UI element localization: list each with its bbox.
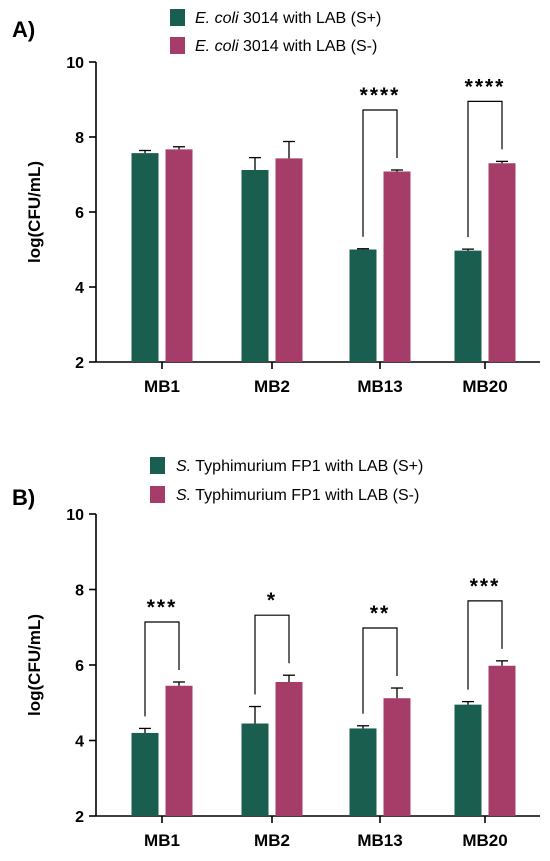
panel-b-sig-label-mb20: *** [470, 575, 501, 598]
panel-b-legend-swatch-0 [150, 457, 165, 474]
panel-a-sig-bracket-mb20 [467, 100, 503, 238]
panel-a-sig-label-mb20: **** [465, 75, 506, 98]
panel-b-sig-label-mb2: * [267, 589, 277, 612]
panel-b-bar-mb20-s0 [454, 704, 482, 816]
panel-a-sig-label-mb13: **** [360, 84, 401, 107]
panel-a-bar-mb13-s1 [383, 171, 411, 362]
panel-a-bar-mb2-s1 [275, 158, 303, 362]
panel-a-legend-swatch-0 [170, 9, 185, 26]
panel-b-y-tick-label-3: 8 [75, 583, 84, 600]
panel-a-y-tick-label-1: 4 [75, 280, 84, 297]
panel-b-x-tick-label-mb1: MB1 [144, 831, 180, 850]
panel-b-label: B) [12, 485, 35, 510]
panel-b-legend-entry-0: S. Typhimurium FP1 with LAB (S+) [176, 458, 423, 475]
panel-b-bar-mb1-s0 [131, 732, 159, 816]
panel-b-bar-mb13-s0 [349, 728, 377, 816]
panel-a-legend-entry-1: E. coli 3014 with LAB (S-) [195, 38, 377, 55]
panel-a-bar-mb20-s0 [454, 250, 482, 362]
panel-b-x-tick-label-mb2: MB2 [254, 831, 290, 850]
panel-a-y-tick-label-3: 8 [75, 130, 84, 147]
panel-a-bar-mb20-s1 [488, 163, 516, 362]
panel-b-y-axis-label: log(CFU/mL) [25, 614, 44, 716]
panel-a-sig-bracket-mb13 [362, 109, 398, 237]
panel-b-bar-mb20-s1 [488, 665, 516, 816]
panel-b-sig-bracket-mb1 [144, 621, 180, 717]
panel-a-legend-swatch-1 [170, 37, 185, 54]
panel-a-y-tick-label-4: 10 [66, 55, 84, 72]
panel-a-bar-mb13-s0 [349, 249, 377, 362]
panel-a-x-tick-label-mb1: MB1 [144, 377, 180, 396]
panel-a-bar-mb1-s1 [165, 149, 193, 362]
panel-b-x-tick-label-mb13: MB13 [357, 831, 402, 850]
panel-b-y-tick-label-4: 10 [66, 507, 84, 524]
panel-b-bar-mb13-s1 [383, 698, 411, 816]
panel-b-bar-mb1-s1 [165, 685, 193, 816]
panel-a-y-axis-label: log(CFU/mL) [25, 161, 44, 263]
panel-b-bar-mb2-s1 [275, 681, 303, 816]
panel-a-legend-entry-0: E. coli 3014 with LAB (S+) [195, 10, 381, 27]
panel-b-y-tick-label-1: 4 [75, 734, 84, 751]
panel-b-y-tick-label-2: 6 [75, 658, 84, 675]
panel-b-bar-mb2-s0 [241, 723, 269, 816]
panel-a-bar-mb1-s0 [131, 153, 159, 362]
panel-a-y-tick-label-2: 6 [75, 205, 84, 222]
panel-b-y-tick-label-0: 2 [75, 809, 84, 826]
panel-a-x-tick-label-mb13: MB13 [357, 377, 402, 396]
panel-b-sig-label-mb13: ** [370, 602, 390, 625]
panel-b-sig-bracket-mb13 [362, 627, 398, 714]
panel-a-x-tick-label-mb20: MB20 [462, 377, 507, 396]
panel-a-y-tick-label-0: 2 [75, 355, 84, 372]
panel-a-label: A) [12, 17, 35, 42]
panel-b-legend-entry-1: S. Typhimurium FP1 with LAB (S-) [176, 487, 419, 504]
panel-b-x-tick-label-mb20: MB20 [462, 831, 507, 850]
panel-a-bar-mb2-s0 [241, 170, 269, 362]
panel-b-sig-bracket-mb20 [467, 600, 503, 690]
panel-b-sig-label-mb1: *** [147, 596, 178, 619]
panel-a-x-tick-label-mb2: MB2 [254, 377, 290, 396]
panel-b-sig-bracket-mb2 [254, 614, 290, 695]
panel-b-legend-swatch-1 [150, 486, 165, 503]
